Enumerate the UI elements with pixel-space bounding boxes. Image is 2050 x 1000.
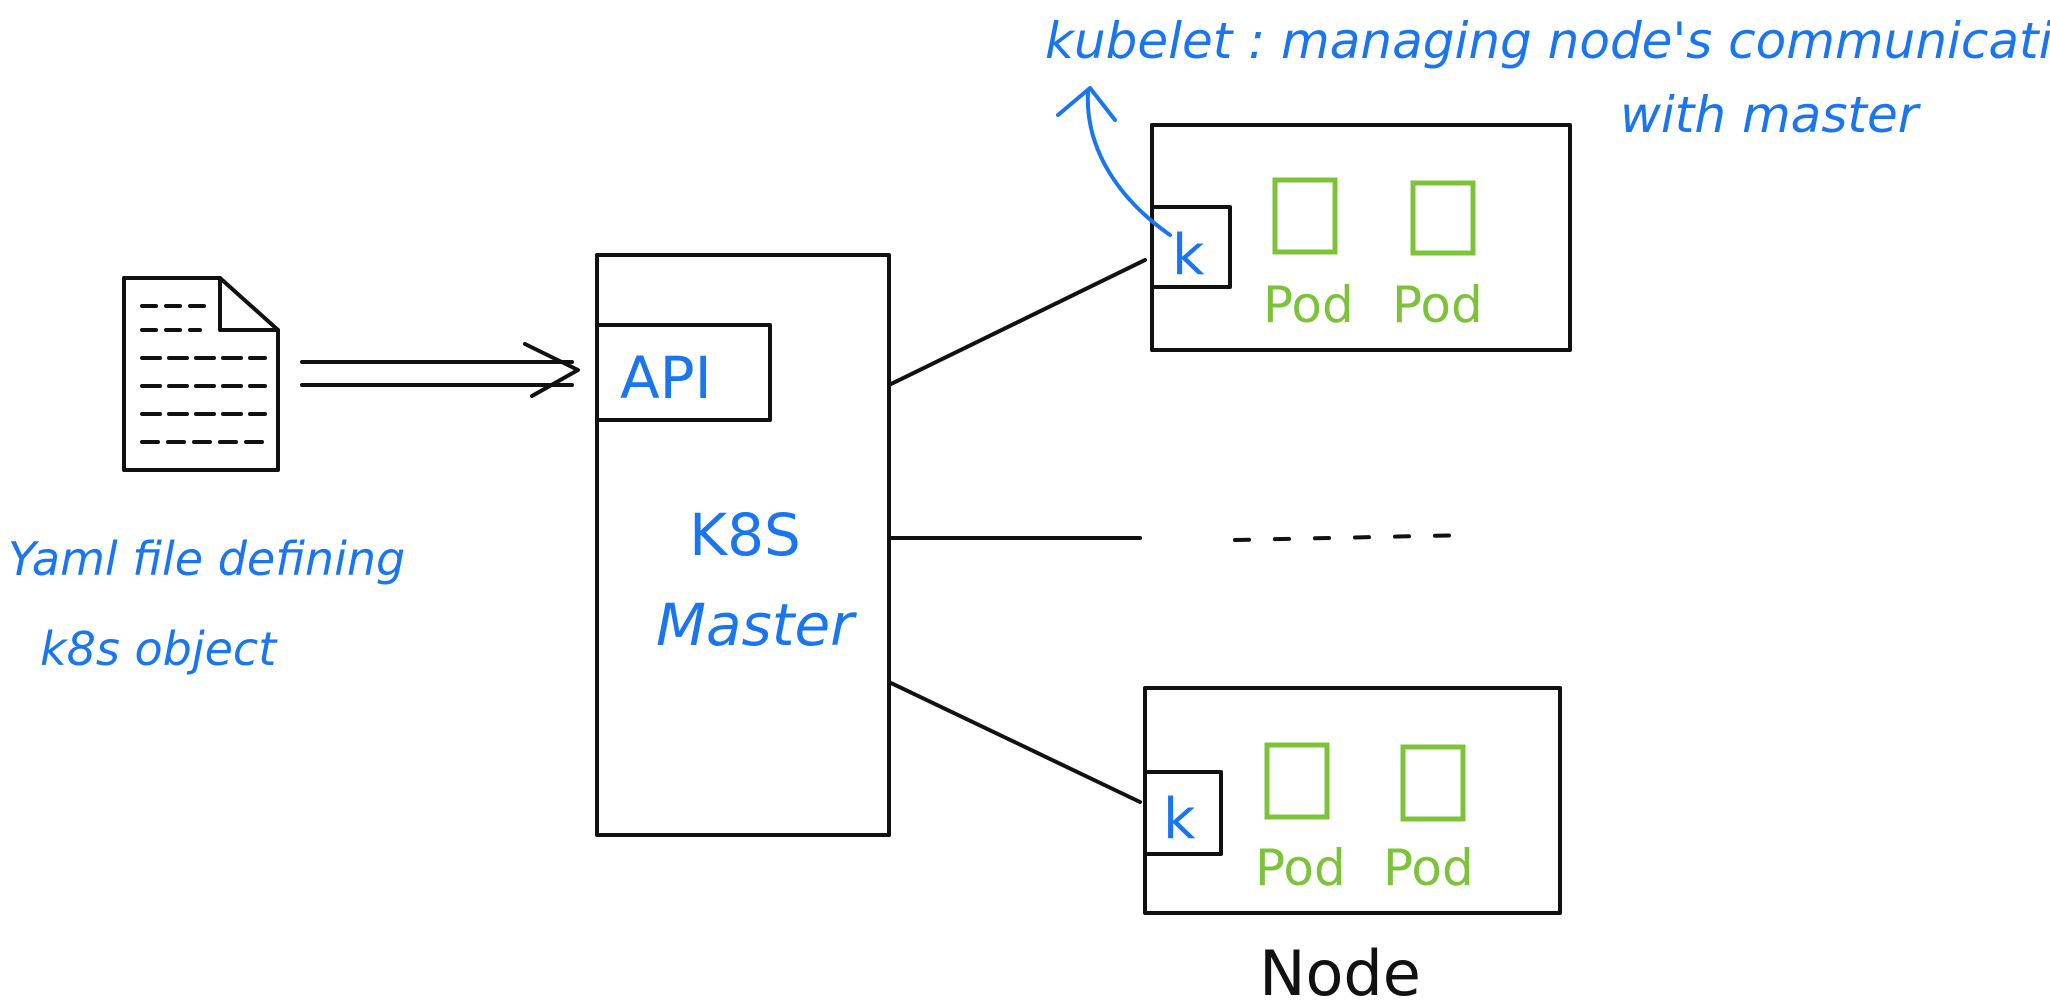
worker-node-2: k Pod Pod: [1143, 686, 1562, 915]
document-icon: [122, 276, 280, 472]
pod-box: [1272, 177, 1338, 255]
worker-node-1: k Pod Pod: [1150, 123, 1572, 352]
ellipsis-more-nodes: [1233, 533, 1472, 542]
yaml-label-line1: Yaml file defining: [8, 532, 405, 586]
kubelet-annotation-line1: kubelet : managing node's communication: [1045, 12, 2050, 70]
master-title-line2: Master: [656, 591, 857, 659]
pod-box: [1400, 744, 1466, 822]
kubelet-box: [1143, 770, 1223, 856]
api-label: API: [620, 344, 712, 412]
pod-box: [1264, 742, 1330, 820]
annotation-arrow: [1056, 86, 1172, 237]
pod-label: Pod: [1383, 839, 1474, 897]
kubelet-label: k: [1163, 787, 1196, 852]
pod-box: [1410, 180, 1476, 256]
connection-line-node2: [887, 680, 1142, 804]
pod-label: Pod: [1255, 839, 1346, 897]
connection-line-node1: [887, 258, 1147, 387]
yaml-label-line2: k8s object: [40, 622, 278, 676]
node-caption: Node: [1259, 937, 1421, 1000]
submit-arrow: [300, 342, 580, 398]
master-title-line1: K8S: [689, 501, 801, 569]
kubelet-annotation-line2: with master: [1620, 86, 1922, 144]
kubelet-label: k: [1172, 223, 1205, 288]
api-box: [595, 323, 772, 422]
pod-label: Pod: [1263, 276, 1354, 334]
kubelet-box: [1150, 205, 1232, 289]
master-box: [595, 253, 891, 837]
pod-label: Pod: [1392, 276, 1483, 334]
